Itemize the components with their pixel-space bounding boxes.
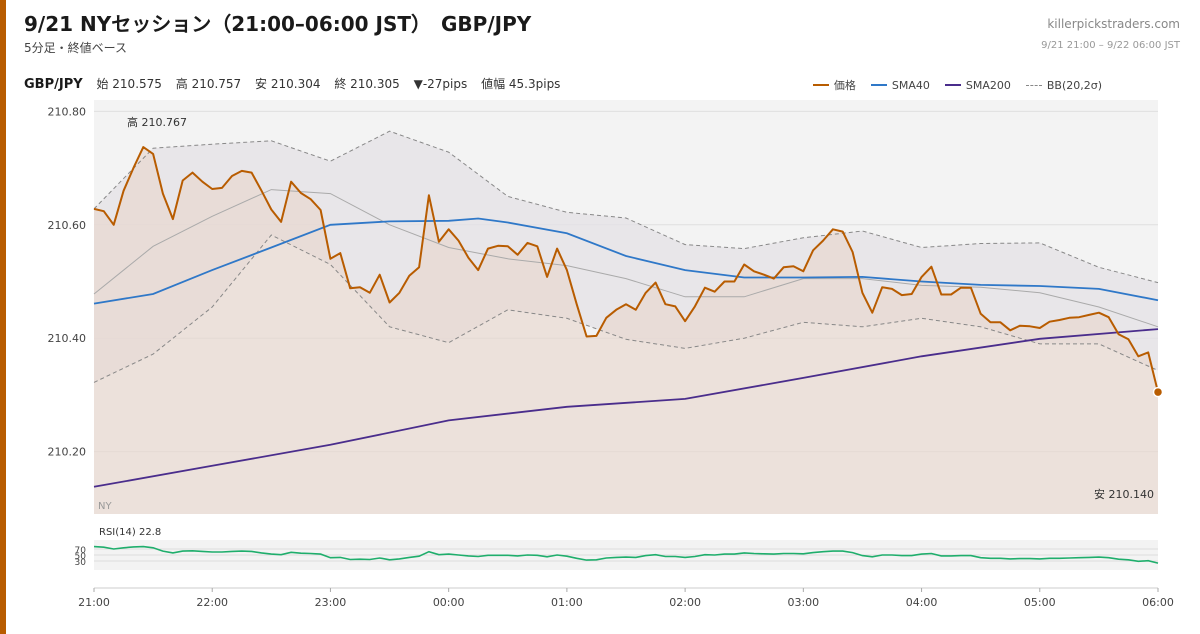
page-title: 9/21 NYセッション（21:00–06:00 JST） GBP/JPY <box>24 12 532 36</box>
x-tick-label: 05:00 <box>1024 596 1056 609</box>
legend-item-sma40[interactable]: SMA40 <box>870 77 930 93</box>
x-tick-label: 22:00 <box>196 596 228 609</box>
x-tick-label: 03:00 <box>787 596 819 609</box>
chart-legend: 価格 SMA40 SMA200 BB(20,2σ) <box>812 77 1102 93</box>
high-stat: 高 210.757 <box>175 77 242 91</box>
site-name[interactable]: killerpickstraders.com <box>1047 17 1180 31</box>
high-annotation: 高 210.767 <box>127 115 187 129</box>
legend-swatch-price <box>812 84 829 86</box>
rsi-tick-label: 50 <box>75 552 87 562</box>
page-subtitle: 5分足・終値ベース <box>24 41 128 55</box>
y-tick-label: 210.80 <box>48 105 87 118</box>
y-tick-label: 210.20 <box>48 446 87 459</box>
x-tick-label: 02:00 <box>669 596 701 609</box>
x-tick-label: 04:00 <box>906 596 938 609</box>
bollinger-lower-line <box>93 234 1159 383</box>
legend-item-sma200[interactable]: SMA200 <box>944 77 1011 93</box>
range-stat: 値幅 45.3pips <box>481 77 561 91</box>
rsi-line <box>93 545 1159 564</box>
change-stat: ▼-27pips <box>413 77 468 91</box>
rsi-label: RSI(14) 22.8 <box>99 527 161 538</box>
y-tick-label: 210.40 <box>48 332 87 345</box>
legend-label-bollinger: BB(20,2σ) <box>1046 78 1102 92</box>
rsi-tick-label: 70 <box>75 546 87 556</box>
sma40-line <box>93 217 1159 305</box>
close-stat: 終 210.305 <box>334 77 400 91</box>
session-label: NY <box>98 501 112 512</box>
low-stat: 安 210.304 <box>255 77 321 91</box>
x-tick-label: 21:00 <box>78 596 110 609</box>
x-tick-label: 01:00 <box>551 596 583 609</box>
legend-label-sma200: SMA200 <box>965 78 1011 92</box>
x-tick-label: 06:00 <box>1142 596 1174 609</box>
price-area-fill <box>94 147 1158 514</box>
bollinger-middle-line <box>93 189 1159 328</box>
legend-item-price[interactable]: 価格 <box>812 77 856 93</box>
stats-bar: GBP/JPY 始 210.575 高 210.757 安 210.304 終 … <box>24 75 570 92</box>
low-annotation: 安 210.140 <box>1094 487 1154 501</box>
legend-swatch-sma200 <box>944 84 961 86</box>
last-price-marker <box>1152 386 1164 398</box>
x-tick-label: 00:00 <box>433 596 465 609</box>
symbol-label: GBP/JPY <box>24 77 83 92</box>
legend-swatch-sma40 <box>870 84 887 86</box>
bollinger-upper-line <box>93 130 1159 284</box>
x-tick-label: 23:00 <box>315 596 347 609</box>
price-line <box>93 146 1159 393</box>
date-range: 9/21 21:00 – 9/22 06:00 JST <box>1041 40 1180 51</box>
legend-label-sma40: SMA40 <box>891 78 930 92</box>
rsi-tick-label: 30 <box>75 558 87 568</box>
legend-swatch-bollinger <box>1025 84 1042 86</box>
legend-label-price: 価格 <box>833 79 856 92</box>
sma200-line <box>93 328 1159 488</box>
legend-item-bollinger[interactable]: BB(20,2σ) <box>1025 77 1102 93</box>
open-stat: 始 210.575 <box>96 77 162 91</box>
y-tick-label: 210.60 <box>48 219 87 232</box>
accent-bar <box>0 0 6 634</box>
